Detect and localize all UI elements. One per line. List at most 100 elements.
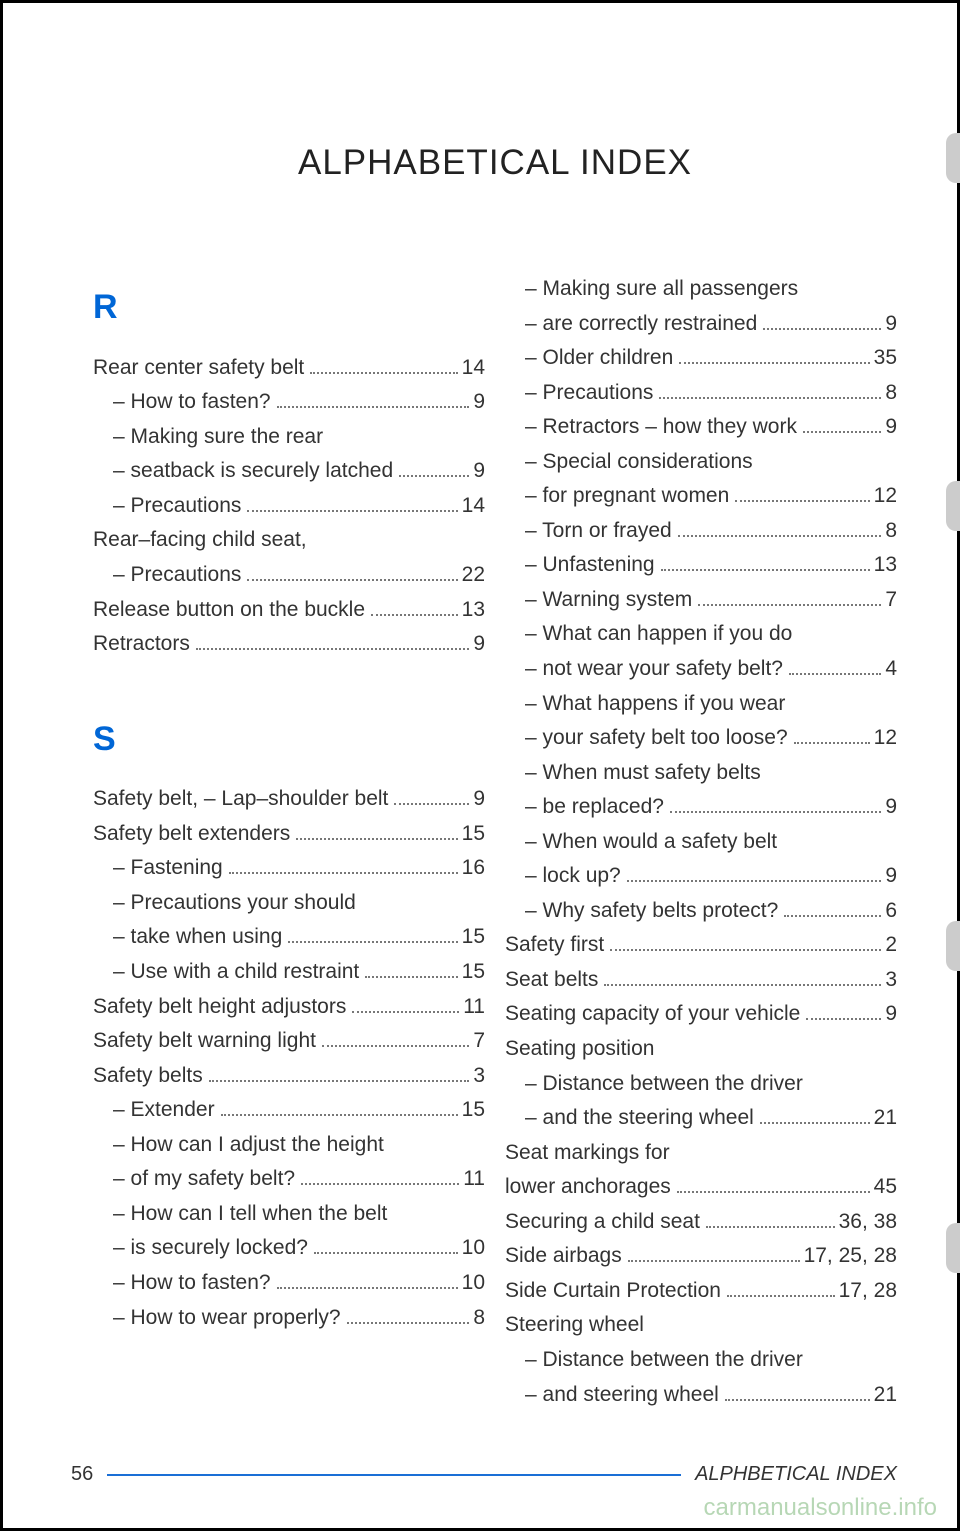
- index-entry: When would a safety belt: [505, 826, 897, 859]
- index-entry-label: not wear your safety belt?: [525, 653, 783, 686]
- leader-dots: [678, 518, 882, 537]
- index-entry-label: Seating capacity of your vehicle: [505, 998, 800, 1031]
- index-entry-page: 15: [462, 956, 485, 989]
- index-entry: your safety belt too loose?12: [505, 722, 897, 755]
- index-entry-label: Extender: [113, 1094, 215, 1127]
- index-entry-label: Precautions: [525, 377, 653, 410]
- index-entry-label: Torn or frayed: [525, 515, 672, 548]
- index-entry: are correctly restrained9: [505, 308, 897, 341]
- index-entry: Safety first2: [505, 929, 897, 962]
- leader-dots: [789, 656, 881, 675]
- index-entry: When must safety belts: [505, 757, 897, 790]
- index-entry-label: Making sure all passengers: [525, 273, 798, 306]
- index-entry-label: Safety belt, – Lap–shoulder belt: [93, 783, 388, 816]
- index-entry: Safety belts3: [93, 1060, 485, 1093]
- index-entry: Seating position: [505, 1033, 897, 1066]
- leader-dots: [221, 1097, 458, 1116]
- index-entry-label: Precautions your should: [113, 887, 356, 920]
- index-columns: RRear center safety belt14How to fasten?…: [93, 273, 897, 1413]
- index-entry-page: 21: [874, 1102, 897, 1135]
- index-entry: not wear your safety belt?4: [505, 653, 897, 686]
- watermark-text: carmanualsonline.info: [704, 1494, 937, 1522]
- index-entry-page: 3: [885, 964, 897, 997]
- index-entry-label: Precautions: [113, 559, 241, 592]
- index-entry-label: Safety belts: [93, 1060, 203, 1093]
- index-entry-label: Older children: [525, 342, 673, 375]
- index-entry: Release button on the buckle13: [93, 594, 485, 627]
- index-entry: Steering wheel: [505, 1309, 897, 1342]
- index-entry: of my safety belt?11: [93, 1163, 485, 1196]
- footer-rule: [107, 1474, 681, 1476]
- index-entry-label: Distance between the driver: [525, 1068, 803, 1101]
- index-entry-label: Warning system: [525, 584, 692, 617]
- leader-dots: [763, 311, 881, 330]
- index-entry: Why safety belts protect?6: [505, 895, 897, 928]
- index-entry-label: and steering wheel: [525, 1379, 719, 1412]
- leader-dots: [627, 863, 882, 882]
- index-entry: Side airbags17, 25, 28: [505, 1240, 897, 1273]
- index-entry-page: 9: [473, 455, 485, 488]
- index-entry-label: Distance between the driver: [525, 1344, 803, 1377]
- leader-dots: [399, 458, 469, 477]
- leader-dots: [347, 1305, 470, 1324]
- index-entry: take when using15: [93, 921, 485, 954]
- index-entry-label: When would a safety belt: [525, 826, 777, 859]
- index-entry-page: 45: [874, 1171, 897, 1204]
- index-entry-label: Safety belt height adjustors: [93, 991, 346, 1024]
- index-entry-label: What can happen if you do: [525, 618, 792, 651]
- index-entry: Safety belt extenders15: [93, 818, 485, 851]
- index-entry: How to fasten?10: [93, 1267, 485, 1300]
- index-entry: lower anchorages45: [505, 1171, 897, 1204]
- leader-dots: [296, 821, 457, 840]
- index-entry-label: Unfastening: [525, 549, 655, 582]
- index-entry-label: Seat markings for: [505, 1137, 670, 1170]
- index-entry-label: Retractors – how they work: [525, 411, 797, 444]
- index-entry: What can happen if you do: [505, 618, 897, 651]
- index-entry-page: 7: [473, 1025, 485, 1058]
- index-entry-label: How can I tell when the belt: [113, 1198, 387, 1231]
- leader-dots: [301, 1166, 459, 1185]
- index-entry: Side Curtain Protection17, 28: [505, 1275, 897, 1308]
- index-entry-label: is securely locked?: [113, 1232, 308, 1265]
- leader-dots: [604, 967, 881, 986]
- leader-dots: [659, 380, 881, 399]
- index-entry: Precautions14: [93, 490, 485, 523]
- leader-dots: [679, 345, 869, 364]
- index-entry-page: 2: [885, 929, 897, 962]
- leader-dots: [365, 959, 457, 978]
- index-entry: is securely locked? 10: [93, 1232, 485, 1265]
- index-entry-label: seatback is securely latched: [113, 455, 393, 488]
- index-entry: What happens if you wear: [505, 688, 897, 721]
- index-entry-label: Steering wheel: [505, 1309, 644, 1342]
- page-footer: 56 ALPHBETICAL INDEX: [71, 1463, 897, 1486]
- leader-dots: [806, 1002, 881, 1021]
- index-entry-label: Rear center safety belt: [93, 352, 304, 385]
- leader-dots: [322, 1028, 469, 1047]
- index-entry-label: How to fasten?: [113, 1267, 271, 1300]
- index-entry: Securing a child seat36, 38: [505, 1206, 897, 1239]
- leader-dots: [784, 898, 881, 917]
- index-entry-page: 9: [473, 783, 485, 816]
- index-entry-label: How to wear properly?: [113, 1302, 341, 1335]
- index-entry-page: 16: [462, 852, 485, 885]
- index-entry-page: 15: [462, 921, 485, 954]
- index-entry-page: 8: [473, 1302, 485, 1335]
- leader-dots: [229, 856, 458, 875]
- index-entry-page: 10: [462, 1232, 485, 1265]
- index-entry-label: Retractors: [93, 628, 190, 661]
- index-entry: Making sure the rear: [93, 421, 485, 454]
- index-column-left: RRear center safety belt14How to fasten?…: [93, 273, 485, 1413]
- index-entry: Distance between the driver: [505, 1344, 897, 1377]
- leader-dots: [209, 1063, 470, 1082]
- index-entry-label: are correctly restrained: [525, 308, 757, 341]
- leader-dots: [727, 1278, 835, 1297]
- index-entry-page: 11: [463, 991, 485, 1024]
- index-entry-label: Safety belt warning light: [93, 1025, 316, 1058]
- index-entry: Extender 15: [93, 1094, 485, 1127]
- index-entry: How can I adjust the height: [93, 1129, 485, 1162]
- index-entry-page: 15: [462, 1094, 485, 1127]
- index-entry-label: of my safety belt?: [113, 1163, 295, 1196]
- index-entry: Safety belt warning light 7: [93, 1025, 485, 1058]
- section-letter: S: [93, 713, 485, 766]
- index-entry: Retractors – how they work9: [505, 411, 897, 444]
